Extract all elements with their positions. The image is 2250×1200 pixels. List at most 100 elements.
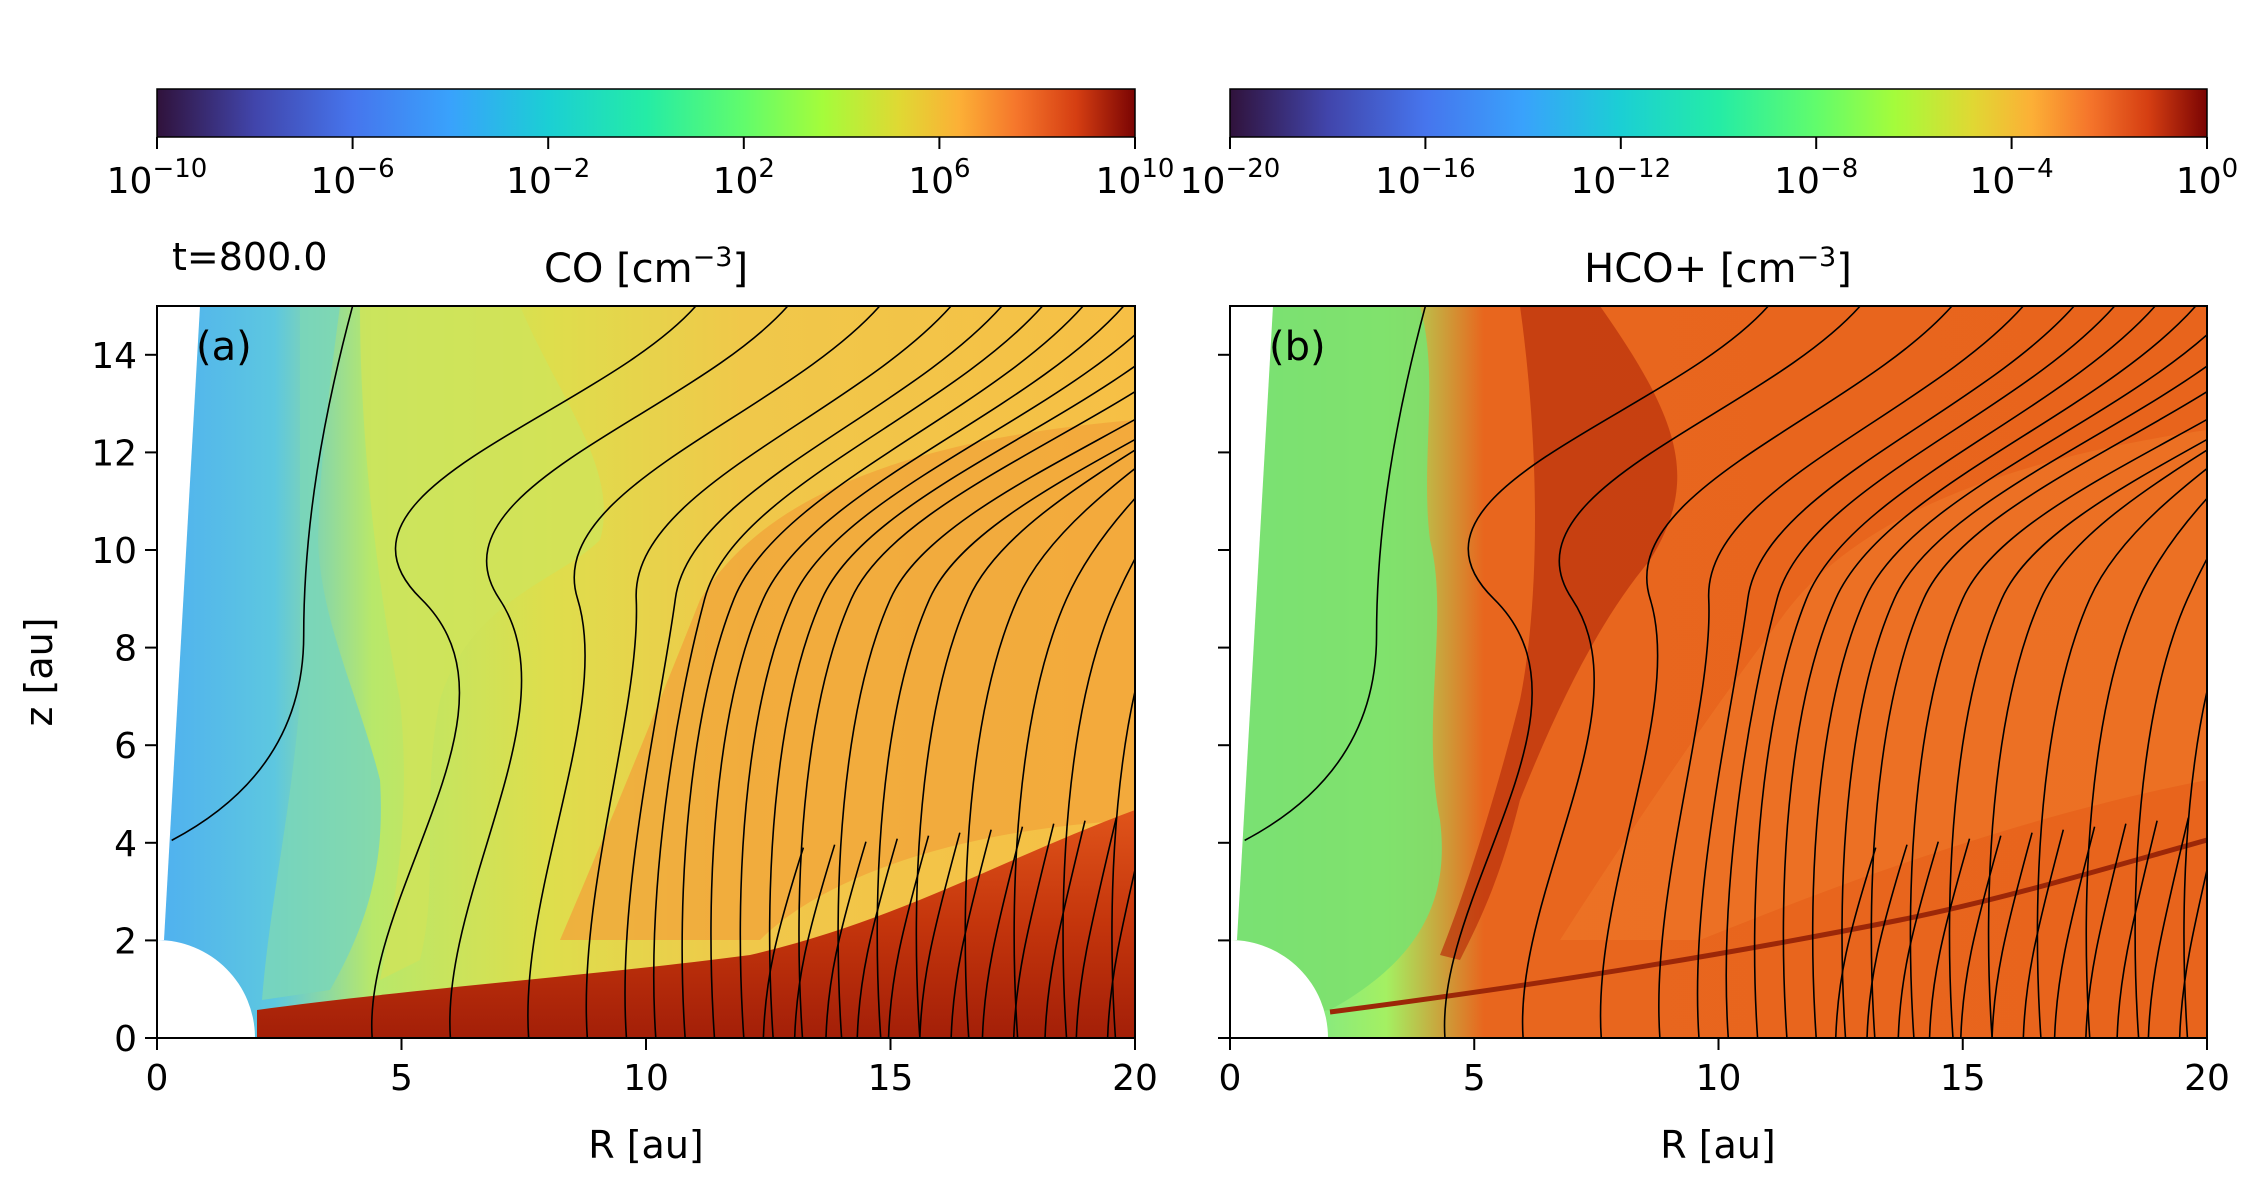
panel-b-field-line [1782,306,2197,1038]
panel-b-label: (b) [1269,324,1326,370]
panel-b-plot [1230,306,2207,1038]
panel-b-xtick-label: 15 [1940,1058,1986,1099]
panel-a-field-line [652,306,1044,1038]
panel-b-field-line [1725,306,2116,1038]
panel-b-axes: 0 5 10 15 20 [1218,353,2230,1099]
panel-a-field-lines [171,306,1135,1038]
colorbar-a-tick-label: 10−10 [107,154,208,202]
panel-b-xtick-label: 20 [2184,1058,2230,1099]
panel-a-disk-field-line [1075,817,1118,1038]
panel-b-field-line [2085,497,2207,1038]
panel-b-xtick-label: 10 [1696,1058,1742,1099]
colorbar-co-gradient [156,88,1136,138]
panel-a-ytick-label: 10 [91,531,137,572]
panel-a-field-line [371,306,697,1038]
panel-b-field-line [1599,306,1953,1038]
colorbar-a-tick-label: 106 [908,154,970,202]
panel-a-field-line [1013,497,1135,1038]
panel-a-ytick-label: 14 [91,336,137,377]
panel-a-wind [560,420,1135,940]
panel-b-disk-field-line [1834,847,1877,1038]
panel-b-field-line [1244,306,1427,842]
panel-a-field-line [964,467,1135,1038]
colorbar-b-tick-label: 10−20 [1180,154,1281,202]
panel-a-ytick-label: 2 [114,921,137,962]
panel-b-field-line [1696,306,2075,1038]
panel-b-field-line [1841,365,2207,1038]
panel-b-sink [1230,940,1328,1038]
panel-b-field-line [1948,438,2207,1038]
panel-b-disk-field-line [2085,823,2127,1038]
panel-a-disk-field-line [919,832,961,1038]
panel-a-label: (a) [196,324,252,370]
panel-a-field-line [585,306,952,1038]
panel-b-field-line [1443,306,1769,1038]
colorbar-hco: 10−20 10−16 10−12 10−8 10−4 100 [1180,88,2238,202]
panel-b-xlabel: R [au] [1660,1123,1776,1167]
panel-a-xlabel: R [au] [588,1123,704,1167]
panel-a-field-line [681,306,1084,1038]
panel-a-ylabel: z [au] [17,617,61,726]
panel-a-field-line [624,306,1003,1038]
panel-b-disk-field-line [1991,832,2033,1038]
panel-a-title: CO [cm−3] [544,242,748,292]
panel-a-disk-field-line [856,838,899,1038]
panel-a-field-line [710,306,1125,1038]
colorbar-b-tick-label: 10−16 [1375,154,1476,202]
panel-a-disk-field-line [1106,865,1135,1038]
panel-a-ytick-label: 0 [114,1019,137,1060]
panel-a-field-line [527,306,881,1038]
panel-b-xtick-label: 5 [1463,1058,1486,1099]
panel-b-field-line [1753,306,2156,1038]
colorbar-a-tick-label: 102 [713,154,775,202]
colorbar-hco-gradient [1229,88,2208,138]
panel-a-field-line [1111,688,1135,1038]
panel-b-disk-field-line [2178,865,2207,1038]
colorbar-b-tick-label: 10−8 [1774,154,1858,202]
panel-a-axes: 0 5 10 15 20 0 2 4 6 8 10 12 14 [91,336,1158,1099]
panel-a-disk-field-line [1012,823,1055,1038]
panel-b-disk-field-line [2022,829,2065,1038]
panel-a-field-line [798,390,1135,1038]
panel-a-axis-wedge [157,306,200,940]
panel-b-field-line [1870,390,2207,1038]
panel-b-disk-field-line [1866,844,1908,1038]
panel-b-field-line [1811,333,2207,1038]
panel-a-disk-field-line [762,847,805,1038]
panel-a-xtick-label: 5 [390,1058,413,1099]
panel-a-field-line [768,365,1135,1038]
colorbar-a-tick-label: 1010 [1096,154,1175,202]
panel-b-axis-wedge [1230,306,1273,940]
panel-b-disk-field-line [2147,817,2190,1038]
colorbar-hco-ticks: 10−20 10−16 10−12 10−8 10−4 100 [1180,137,2238,202]
panel-a-ytick-label: 12 [91,433,137,474]
panel-a-disk-field-line [793,844,836,1038]
panel-a-sink [157,940,255,1038]
panel-a-disk [257,810,1135,1038]
panel-b-xtick-label: 0 [1219,1058,1242,1099]
panel-a-field-line [876,438,1135,1038]
panel-a-field-line [915,449,1135,1038]
colorbar-co-ticks: 10−10 10−6 10−2 102 106 1010 [107,137,1175,202]
panel-a-field-line [171,306,354,842]
panel-a-disk-field-line [950,829,992,1038]
panel-b-disk-field-line [2116,820,2158,1038]
panel-a-xtick-label: 10 [623,1058,669,1099]
panel-b-disk-field-line [1928,838,1971,1038]
panel-a-disk-field-line [1044,820,1086,1038]
panel-b-field-line [1987,449,2207,1038]
colorbar-b-tick-label: 10−12 [1570,154,1671,202]
colorbar-b-tick-label: 100 [2176,154,2238,202]
panel-a-ytick-label: 6 [114,726,137,767]
panel-a-field-line [837,418,1135,1038]
panel-b-disk-field-line [2053,826,2096,1038]
colorbar-b-tick-label: 10−4 [1970,154,2054,202]
panel-b-disk-field-line [1897,841,1940,1038]
colorbar-a-tick-label: 10−6 [311,154,395,202]
panel-a-field-line [1062,557,1135,1038]
panel-b-title: HCO+ [cm−3] [1584,242,1852,292]
panel-b-field-line [1909,418,2207,1038]
panel-b-dense-shell [1440,306,1678,960]
panel-b-field-line [1521,306,1861,1038]
panel-b-field-lines [1244,306,2207,1038]
